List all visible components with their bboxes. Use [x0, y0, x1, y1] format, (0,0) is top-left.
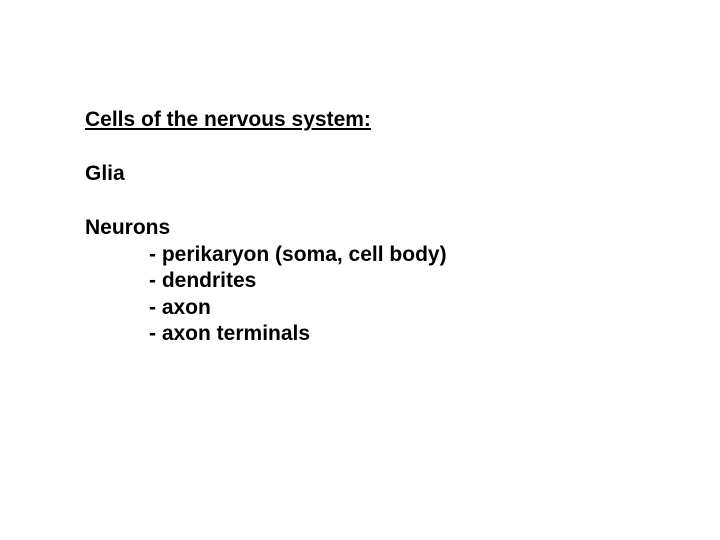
slide-title: Cells of the nervous system: [85, 108, 447, 132]
list-item: - dendrites [85, 268, 447, 294]
list-item: - axon [85, 295, 447, 321]
list-item: - axon terminals [85, 321, 447, 347]
slide-content: Cells of the nervous system: Glia Neuron… [85, 108, 447, 347]
list-item: - perikaryon (soma, cell body) [85, 242, 447, 268]
category-glia: Glia [85, 162, 447, 186]
category-neurons: Neurons [85, 216, 447, 240]
